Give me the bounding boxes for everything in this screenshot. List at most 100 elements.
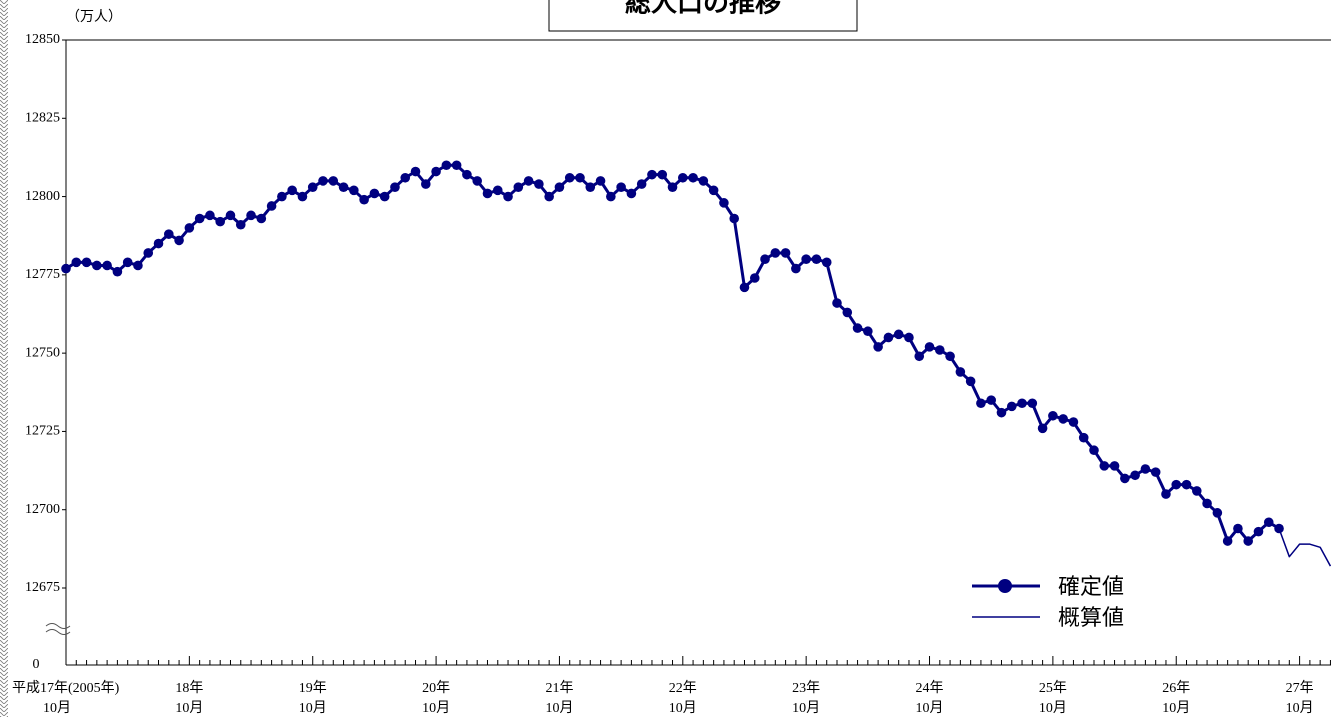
x-tick-label: 21年 bbox=[545, 680, 573, 696]
data-point bbox=[760, 254, 770, 264]
x-tick-label: 26年 bbox=[1162, 680, 1190, 696]
data-point bbox=[1222, 536, 1233, 546]
data-point bbox=[585, 182, 596, 192]
data-point bbox=[328, 176, 339, 186]
data-point bbox=[945, 351, 955, 362]
data-point bbox=[1099, 461, 1110, 471]
x-tick-label: 10月 bbox=[545, 700, 573, 716]
data-point bbox=[821, 257, 832, 268]
data-point bbox=[780, 248, 791, 258]
data-point bbox=[81, 257, 92, 268]
x-tick-label: 20年 bbox=[422, 680, 450, 696]
y-tick-label: 12825 bbox=[25, 111, 60, 126]
x-tick-label: 19年 bbox=[299, 680, 327, 696]
data-point bbox=[647, 169, 657, 180]
x-tick-label: 23年 bbox=[792, 680, 820, 696]
data-point bbox=[657, 169, 668, 180]
x-tick-label: 10月 bbox=[1286, 700, 1314, 716]
data-point bbox=[369, 188, 380, 199]
data-point bbox=[1171, 479, 1182, 490]
data-point bbox=[667, 182, 678, 192]
data-point bbox=[873, 342, 883, 352]
data-point bbox=[883, 332, 894, 343]
data-point bbox=[431, 166, 441, 177]
y-tick-label: 12775 bbox=[25, 267, 60, 282]
data-point bbox=[277, 191, 287, 202]
y-break-label: 0 bbox=[33, 657, 40, 672]
data-point bbox=[390, 182, 400, 192]
data-point bbox=[102, 260, 112, 271]
x-tick-label: 平成17年(2005年) bbox=[12, 680, 120, 696]
data-point bbox=[184, 223, 195, 233]
data-point bbox=[1150, 467, 1161, 477]
data-point bbox=[575, 172, 585, 183]
data-point bbox=[513, 182, 524, 192]
data-point bbox=[1140, 464, 1151, 474]
y-tick-label: 12800 bbox=[25, 189, 60, 204]
data-point bbox=[256, 213, 267, 224]
data-point bbox=[678, 172, 688, 183]
data-point bbox=[842, 307, 853, 318]
data-point bbox=[1109, 461, 1120, 471]
data-point bbox=[1130, 470, 1140, 481]
x-tick-label: 10月 bbox=[1162, 700, 1190, 716]
data-point bbox=[986, 395, 996, 405]
data-point bbox=[688, 172, 698, 183]
data-point bbox=[626, 188, 637, 199]
data-point bbox=[61, 263, 71, 274]
y-unit-label: （万人） bbox=[66, 9, 122, 25]
data-point bbox=[1058, 414, 1068, 424]
data-point bbox=[616, 182, 626, 192]
data-point bbox=[924, 342, 935, 352]
series-line bbox=[1278, 528, 1331, 567]
data-point bbox=[1263, 517, 1274, 528]
data-point bbox=[307, 182, 318, 192]
title-box bbox=[548, 0, 858, 32]
data-point bbox=[976, 398, 986, 409]
data-point bbox=[852, 323, 863, 333]
data-point bbox=[1037, 423, 1048, 434]
data-point bbox=[1120, 473, 1130, 484]
legend-label: 確定値 bbox=[1058, 575, 1124, 600]
data-point bbox=[421, 179, 431, 189]
data-point bbox=[719, 198, 729, 208]
data-point bbox=[1027, 398, 1038, 409]
chart-title: 総人口の推移 bbox=[625, 0, 781, 19]
data-point bbox=[225, 210, 236, 221]
data-point bbox=[955, 367, 966, 377]
data-point bbox=[1048, 410, 1058, 421]
data-point bbox=[246, 210, 256, 221]
data-point bbox=[739, 282, 750, 293]
data-point bbox=[1161, 489, 1171, 499]
data-point bbox=[564, 172, 575, 183]
x-tick-label: 10月 bbox=[422, 700, 450, 716]
data-point bbox=[904, 332, 914, 343]
data-point bbox=[1078, 432, 1089, 443]
data-point bbox=[749, 273, 760, 283]
series-line bbox=[65, 163, 1280, 543]
data-point bbox=[359, 194, 369, 205]
data-point bbox=[71, 257, 82, 268]
x-tick-label: 10月 bbox=[43, 700, 71, 716]
data-point bbox=[266, 201, 277, 211]
data-point bbox=[1233, 523, 1243, 534]
y-tick-label: 12750 bbox=[25, 345, 60, 360]
data-point bbox=[492, 185, 503, 196]
data-point bbox=[205, 210, 215, 221]
x-tick-label: 25年 bbox=[1039, 680, 1067, 696]
axis-break bbox=[45, 623, 71, 635]
x-tick-label: 10月 bbox=[299, 700, 327, 716]
data-point bbox=[811, 254, 822, 264]
legend-marker bbox=[998, 579, 1012, 593]
y-tick-label: 12700 bbox=[25, 502, 60, 517]
data-point bbox=[935, 345, 945, 355]
x-tick-label: 24年 bbox=[916, 680, 944, 696]
legend-label: 概算値 bbox=[1058, 606, 1124, 631]
data-point bbox=[92, 260, 102, 271]
data-point bbox=[441, 160, 452, 171]
data-point bbox=[1253, 526, 1264, 537]
data-point bbox=[143, 248, 154, 258]
x-tick-label: 22年 bbox=[669, 680, 697, 696]
data-point bbox=[606, 191, 616, 202]
